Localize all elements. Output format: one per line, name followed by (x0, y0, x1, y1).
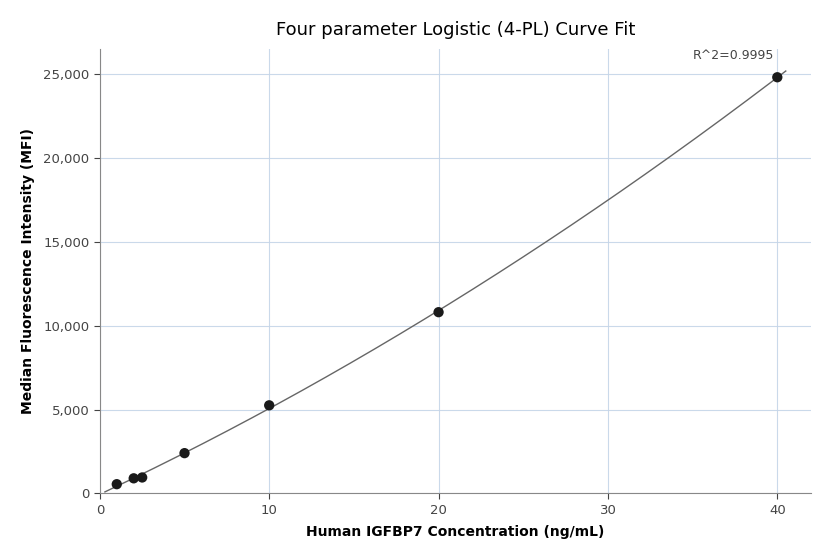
Point (178, 449, 191, 458)
Point (770, 73, 784, 82)
Point (110, 480, 123, 489)
Point (136, 473, 149, 482)
Text: R^2=0.9995: R^2=0.9995 (692, 49, 774, 62)
Y-axis label: Median Fluorescence Intensity (MFI): Median Fluorescence Intensity (MFI) (21, 128, 35, 414)
Point (263, 401, 276, 410)
X-axis label: Human IGFBP7 Concentration (ng/mL): Human IGFBP7 Concentration (ng/mL) (306, 525, 605, 539)
Point (432, 307, 445, 316)
Point (127, 474, 141, 483)
Title: Four parameter Logistic (4-PL) Curve Fit: Four parameter Logistic (4-PL) Curve Fit (276, 21, 635, 39)
